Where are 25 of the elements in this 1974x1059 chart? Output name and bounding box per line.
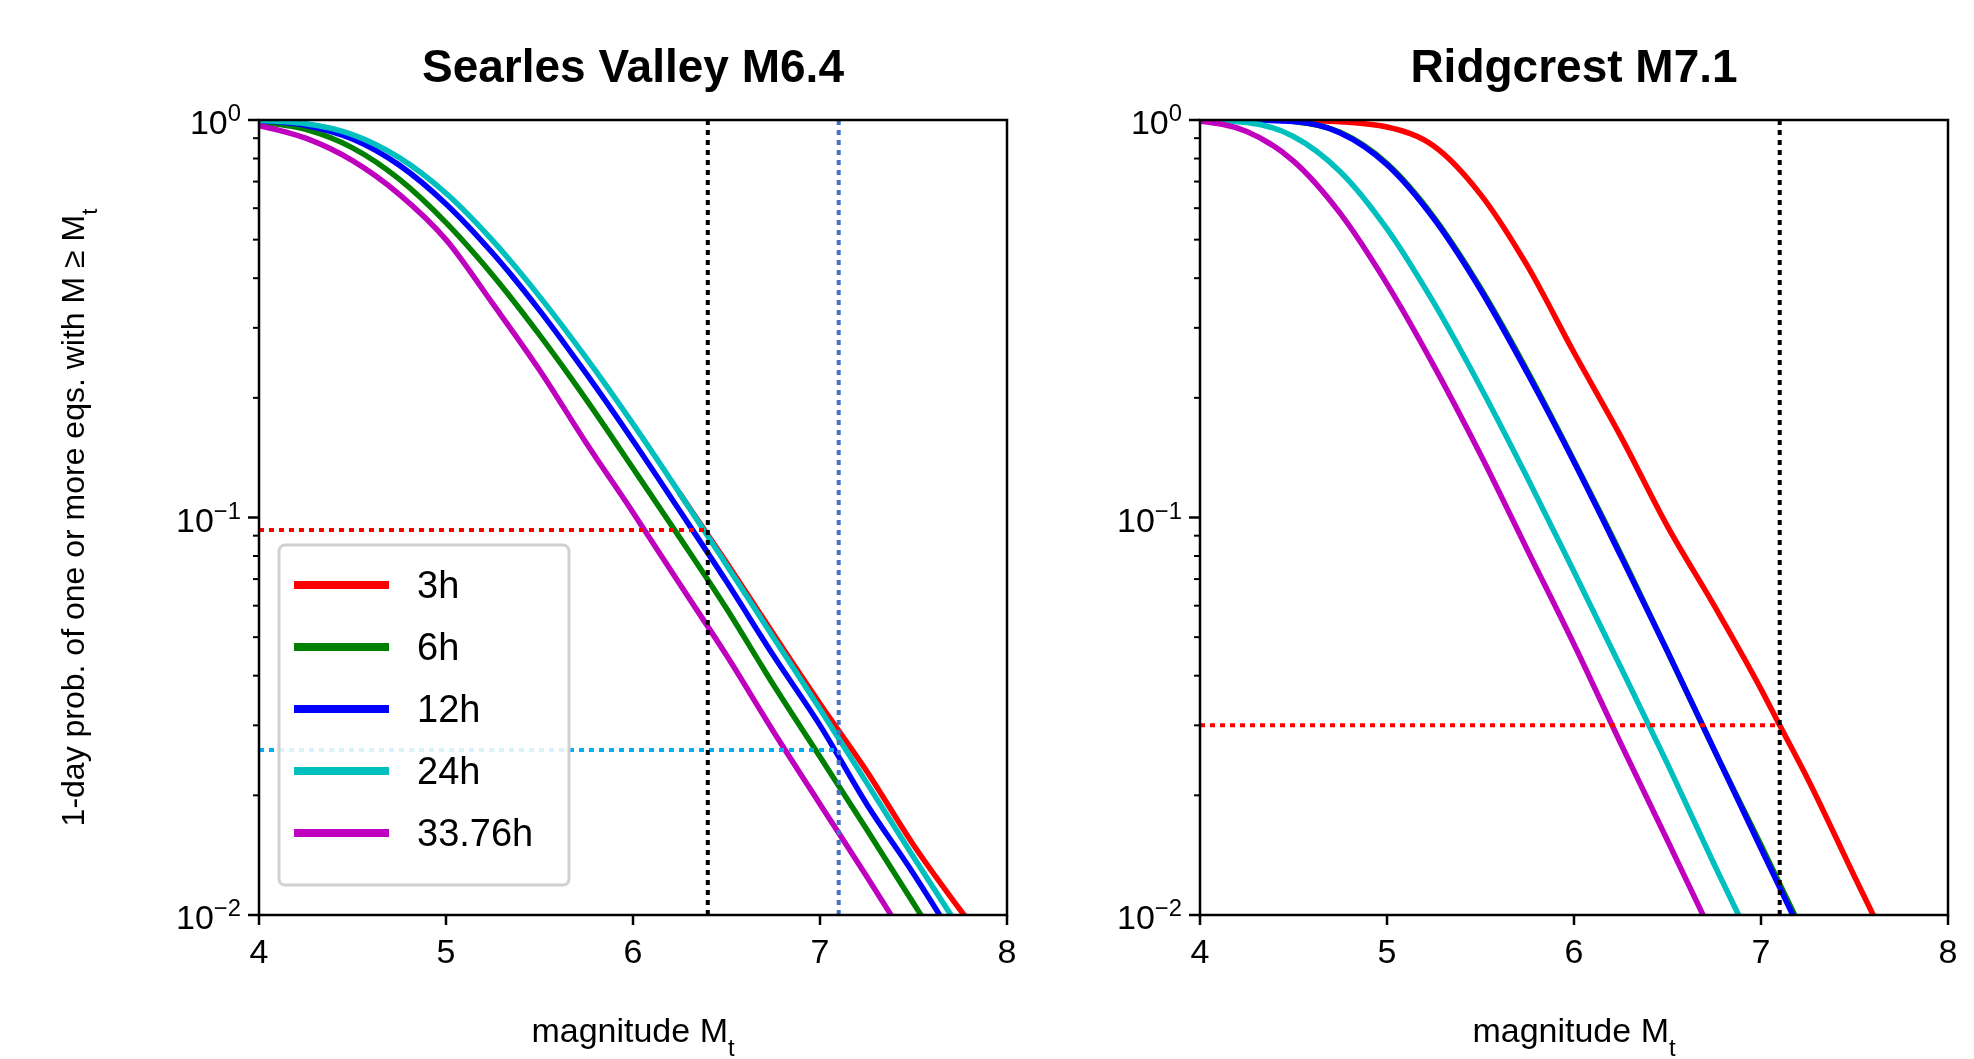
x-tick-label: 4 bbox=[249, 932, 269, 970]
legend-label: 6h bbox=[417, 626, 460, 668]
x-tick-label: 7 bbox=[1751, 932, 1771, 970]
chart-title: Searles Valley M6.4 bbox=[422, 40, 845, 92]
x-tick-label: 5 bbox=[1377, 932, 1397, 970]
x-tick-label: 7 bbox=[810, 932, 830, 970]
x-tick-label: 6 bbox=[623, 932, 643, 970]
y-tick-label: 10$^{−1}$ bbox=[176, 496, 241, 539]
chart-title: Ridgcrest M7.1 bbox=[1410, 40, 1738, 92]
x-axis-title: magnitude M$_{t}$ bbox=[531, 1011, 735, 1059]
x-tick-label: 6 bbox=[1564, 932, 1584, 970]
x-axis-title: magnitude M$_{t}$ bbox=[1472, 1011, 1676, 1059]
legend-label: 3h bbox=[417, 564, 460, 606]
x-tick-label: 8 bbox=[1938, 932, 1958, 970]
legend-label: 33.76h bbox=[417, 812, 534, 854]
y-tick-label: 10$^{−1}$ bbox=[1117, 496, 1182, 539]
legend-label: 24h bbox=[417, 750, 481, 792]
y-tick-label: 10$^{0}$ bbox=[189, 98, 241, 141]
legend-label: 12h bbox=[417, 688, 481, 730]
y-tick-label: 10$^{0}$ bbox=[1130, 98, 1182, 141]
x-tick-label: 8 bbox=[997, 932, 1017, 970]
x-tick-label: 5 bbox=[436, 932, 456, 970]
y-tick-label: 10$^{−2}$ bbox=[1117, 893, 1182, 936]
x-tick-label: 4 bbox=[1190, 932, 1210, 970]
y-tick-label: 10$^{−2}$ bbox=[176, 893, 241, 936]
